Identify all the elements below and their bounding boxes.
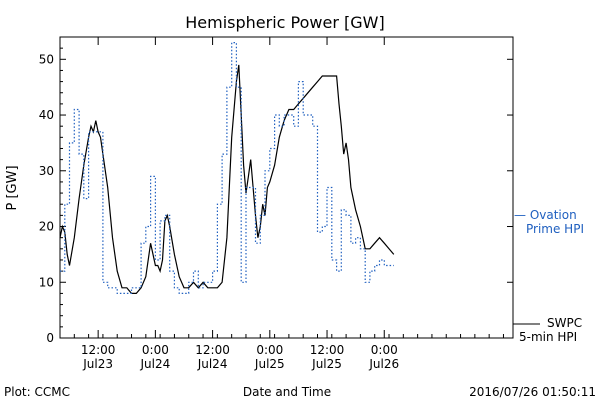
x-tick-time-0: 12:00 xyxy=(81,343,116,357)
x-tick-time-5: 0:00 xyxy=(371,343,398,357)
x-tick-date-2: Jul24 xyxy=(197,357,228,371)
x-tick-date-4: Jul25 xyxy=(311,357,342,371)
y-tick-label-1: 10 xyxy=(39,275,54,289)
x-tick-time-3: 0:00 xyxy=(256,343,283,357)
y-axis: 0 10 20 30 40 50 xyxy=(39,36,513,345)
x-tick-date-5: Jul26 xyxy=(368,357,399,371)
x-tick-date-1: Jul24 xyxy=(139,357,170,371)
series-swpc-hpi xyxy=(59,64,395,294)
series-layer xyxy=(59,42,395,294)
legend-swpc-line2: 5-min HPI xyxy=(519,330,577,344)
y-tick-label-5: 50 xyxy=(39,52,54,66)
x-axis: 12:00Jul230:00Jul2412:00Jul240:00Jul2512… xyxy=(59,37,504,371)
x-tick-time-2: 12:00 xyxy=(195,343,230,357)
legend-swpc-line1: SWPC xyxy=(547,316,582,330)
legend-ovation-line1: — Ovation xyxy=(514,208,577,222)
y-tick-label-4: 40 xyxy=(39,108,54,122)
footer-timestamp: 2016/07/26 01:50:11 xyxy=(469,385,596,399)
y-tick-label-3: 30 xyxy=(39,164,54,178)
x-tick-date-0: Jul23 xyxy=(82,357,113,371)
y-axis-label: P [GW] xyxy=(5,165,20,210)
y-tick-label-2: 20 xyxy=(39,220,54,234)
chart-title: Hemispheric Power [GW] xyxy=(185,13,384,32)
x-tick-date-3: Jul25 xyxy=(254,357,285,371)
x-axis-label: Date and Time xyxy=(243,385,331,399)
plot-frame xyxy=(59,36,514,339)
x-tick-time-1: 0:00 xyxy=(142,343,169,357)
legend-ovation-line2: Prime HPI xyxy=(526,222,584,236)
series-ovation-prime-hpi xyxy=(60,42,394,294)
x-tick-time-4: 12:00 xyxy=(310,343,345,357)
y-tick-label-0: 0 xyxy=(46,331,54,345)
footer-plot-credit: Plot: CCMC xyxy=(4,385,70,399)
